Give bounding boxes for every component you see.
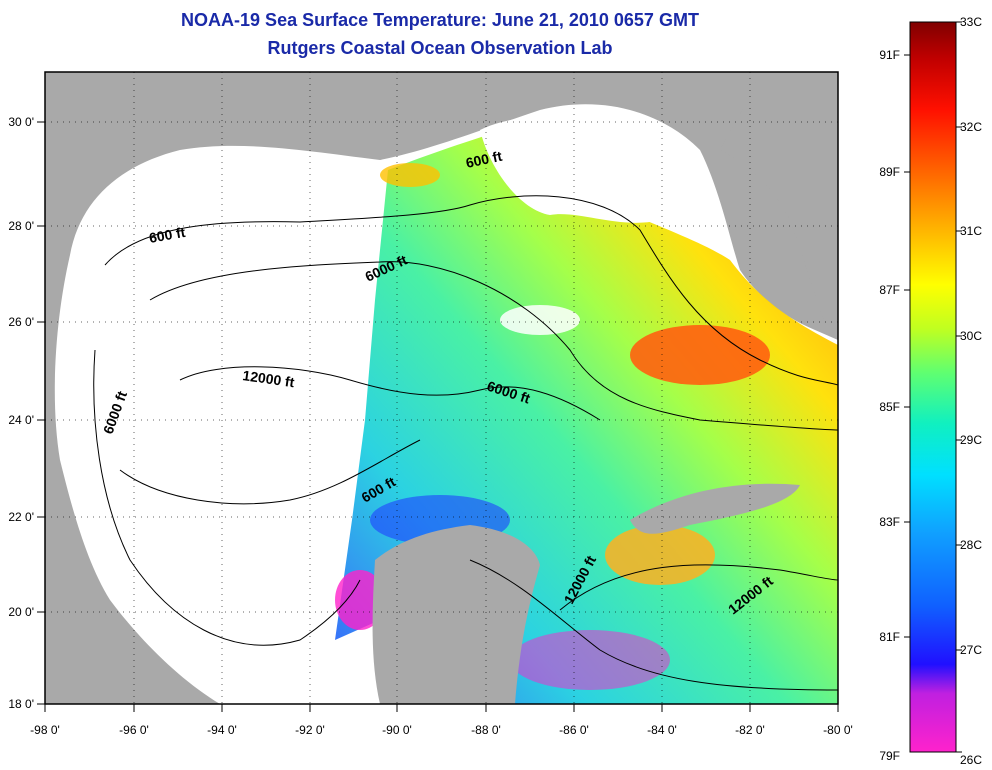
lon-tick-label: -92 0' — [295, 723, 325, 737]
axis-ticks — [37, 121, 839, 712]
cloud-patch-north — [480, 117, 668, 223]
lat-tick-label: 28 0' — [8, 219, 34, 233]
colorbar-f-label: 91F — [879, 48, 900, 62]
lat-tick-label: 20 0' — [8, 605, 34, 619]
contour-label: 600 ft — [148, 224, 187, 246]
lat-tick-label: 22 0' — [8, 510, 34, 524]
longitude-labels: -98 0' -96 0' -94 0' -92 0' -90 0' -88 0… — [30, 723, 853, 737]
plot-area: 600 ft 600 ft 6000 ft 6000 ft 12000 ft 6… — [45, 72, 838, 704]
colorbar-f-label: 81F — [879, 630, 900, 644]
lon-tick-label: -90 0' — [382, 723, 412, 737]
colorbar-c-label: 32C — [960, 120, 982, 134]
lon-tick-label: -96 0' — [119, 723, 149, 737]
colorbar-f-label: 83F — [879, 515, 900, 529]
map-title: NOAA-19 Sea Surface Temperature: June 21… — [181, 10, 699, 30]
lon-tick-label: -80 0' — [823, 723, 853, 737]
colorbar-c-label: 30C — [960, 329, 982, 343]
lon-tick-label: -84 0' — [647, 723, 677, 737]
colorbar-gradient — [909, 21, 957, 753]
colorbar-c-label: 26C — [960, 753, 982, 767]
lon-tick-label: -88 0' — [471, 723, 501, 737]
bathymetry-contours — [93, 195, 838, 691]
lat-tick-label: 30 0' — [8, 115, 34, 129]
lon-tick-label: -94 0' — [207, 723, 237, 737]
colorbar-f-label: 89F — [879, 165, 900, 179]
lon-tick-label: -98 0' — [30, 723, 60, 737]
lon-tick-label: -86 0' — [559, 723, 589, 737]
plot-frame — [44, 71, 839, 705]
lat-tick-label: 26 0' — [8, 315, 34, 329]
colorbar-c-label: 33C — [960, 15, 982, 29]
colorbar-c-label: 29C — [960, 433, 982, 447]
colorbar-c-label: 31C — [960, 224, 982, 238]
latitude-labels: 30 0' 28 0' 26 0' 24 0' 22 0' 20 0' 18 0… — [8, 115, 34, 711]
contour-label: 600 ft — [464, 148, 503, 171]
cool-patch-caribbean — [510, 630, 670, 690]
warm-patch-coast — [380, 163, 440, 187]
colorbar: 91F 89F 87F 85F 83F 81F 79F 33C 32C 31C … — [879, 15, 982, 767]
lat-tick-label: 18 0' — [8, 697, 34, 711]
contour-label: 12000 ft — [242, 367, 296, 390]
lon-tick-label: -82 0' — [735, 723, 765, 737]
colorbar-f-label: 87F — [879, 283, 900, 297]
warm-patch-east — [630, 325, 770, 385]
lat-tick-label: 24 0' — [8, 413, 34, 427]
yucatan-land — [372, 525, 540, 704]
graticule — [45, 72, 838, 704]
map-subtitle: Rutgers Coastal Ocean Observation Lab — [267, 38, 613, 58]
cool-patch-sw — [335, 570, 385, 630]
colorbar-f-label: 79F — [879, 749, 900, 763]
warm-patch-south — [605, 525, 715, 585]
colorbar-c-label: 28C — [960, 538, 982, 552]
colorbar-f-label: 85F — [879, 400, 900, 414]
colorbar-c-label: 27C — [960, 643, 982, 657]
cuba-land — [630, 483, 800, 534]
